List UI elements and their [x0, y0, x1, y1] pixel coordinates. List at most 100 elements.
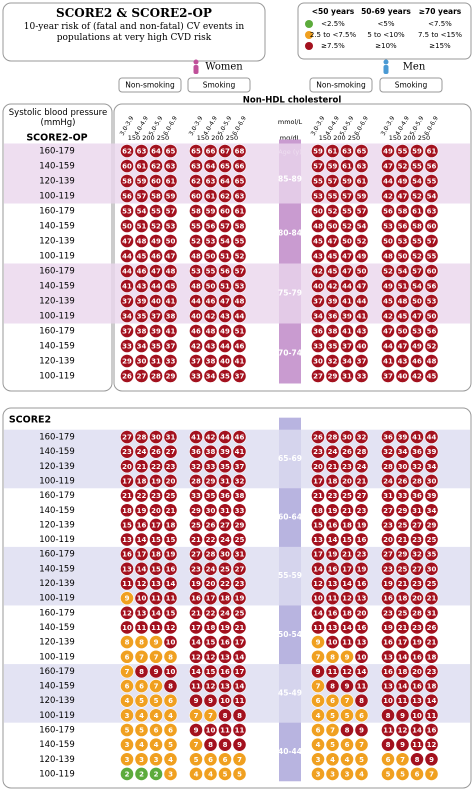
risk-cell [134, 679, 149, 693]
risk-cell [325, 144, 340, 158]
risk-value: 7 [237, 756, 242, 764]
risk-cell [410, 561, 424, 576]
bp-label: 120-139 [39, 696, 75, 706]
risk-cell [134, 144, 149, 158]
risk-cell [189, 279, 203, 293]
risk-value: 34 [427, 507, 437, 515]
risk-value: 34 [206, 373, 216, 381]
risk-value: 7 [316, 683, 321, 691]
risk-value: 6 [359, 712, 364, 720]
risk-cell [381, 234, 395, 248]
risk-value: 17 [398, 639, 408, 647]
risk-cell [203, 649, 218, 664]
risk-cell [311, 354, 325, 368]
risk-value: 4 [139, 741, 144, 749]
risk-value: 55 [191, 223, 201, 231]
risk-cell [203, 708, 218, 723]
risk-cell [340, 459, 354, 474]
risk-value: 5 [194, 756, 199, 764]
risk-value: 12 [122, 609, 132, 617]
risk-value: 31 [220, 477, 230, 485]
risk-cell [311, 518, 325, 532]
risk-cell [381, 503, 395, 518]
risk-cell [218, 503, 232, 518]
risk-cell [381, 679, 395, 693]
risk-cell [189, 635, 203, 649]
risk-cell [163, 189, 178, 203]
risk-value: 65 [191, 148, 201, 156]
risk-value: 23 [357, 551, 367, 559]
risk-cell [410, 547, 424, 562]
risk-cell [134, 723, 149, 737]
risk-value: 52 [328, 208, 338, 216]
risk-cell [134, 430, 149, 444]
risk-cell [424, 144, 439, 158]
risk-value: 13 [383, 653, 393, 661]
risk-cell [424, 324, 439, 338]
risk-cell [340, 174, 354, 188]
risk-value: 18 [166, 521, 176, 529]
risk-value: 46 [235, 434, 245, 442]
risk-value: 21 [398, 536, 408, 544]
risk-cell [232, 752, 247, 767]
risk-value: 27 [412, 521, 422, 529]
risk-cell [354, 693, 369, 708]
risk-value: 18 [427, 653, 437, 661]
risk-value: 64 [220, 178, 230, 186]
risk-value: 53 [313, 193, 323, 201]
risk-cell [149, 159, 163, 173]
risk-cell [218, 144, 232, 158]
risk-value: 11 [313, 624, 323, 632]
risk-cell [218, 219, 232, 233]
risk-cell [203, 737, 218, 752]
risk-value: 57 [166, 208, 176, 216]
risk-value: 38 [166, 313, 176, 321]
risk-cell [381, 635, 395, 649]
risk-cell [120, 679, 134, 693]
risk-cell [410, 249, 424, 263]
risk-cell [203, 264, 218, 278]
risk-value: 12 [342, 595, 352, 603]
risk-cell [311, 174, 325, 188]
risk-cell [325, 249, 340, 263]
risk-value: 8 [168, 683, 173, 691]
risk-cell [424, 591, 439, 606]
risk-value: 55 [151, 208, 161, 216]
risk-cell [134, 339, 149, 353]
risk-value: 62 [220, 193, 230, 201]
risk-value: 34 [137, 343, 147, 351]
risk-cell [134, 635, 149, 649]
risk-cell [424, 532, 439, 547]
risk-value: 10 [412, 712, 422, 720]
risk-cell [149, 219, 163, 233]
risk-value: 35 [137, 313, 147, 321]
risk-value: 56 [398, 223, 408, 231]
risk-cell [134, 708, 149, 723]
risk-cell [395, 664, 410, 679]
risk-value: 58 [412, 223, 422, 231]
risk-value: 55 [328, 193, 338, 201]
risk-cell [381, 723, 395, 737]
risk-cell [120, 369, 134, 383]
risk-value: 29 [206, 477, 216, 485]
risk-value: 25 [166, 492, 176, 500]
risk-value: 56 [427, 163, 437, 171]
risk-value: 33 [206, 463, 216, 471]
risk-value: 54 [398, 268, 408, 276]
bp-label: 140-159 [39, 162, 75, 172]
risk-value: 25 [342, 492, 352, 500]
risk-cell [218, 723, 232, 737]
risk-value: 33 [191, 373, 201, 381]
mgdl-unit: mg/dL [280, 134, 301, 142]
risk-cell [203, 576, 218, 591]
risk-cell [149, 144, 163, 158]
risk-value: 17 [206, 595, 216, 603]
risk-cell [189, 459, 203, 474]
risk-cell [189, 444, 203, 459]
risk-value: 55 [412, 163, 422, 171]
bp-label: 140-159 [39, 740, 75, 750]
risk-cell [381, 459, 395, 474]
risk-cell [395, 723, 410, 737]
risk-cell [424, 430, 439, 444]
bp-label: 100-119 [39, 711, 75, 721]
